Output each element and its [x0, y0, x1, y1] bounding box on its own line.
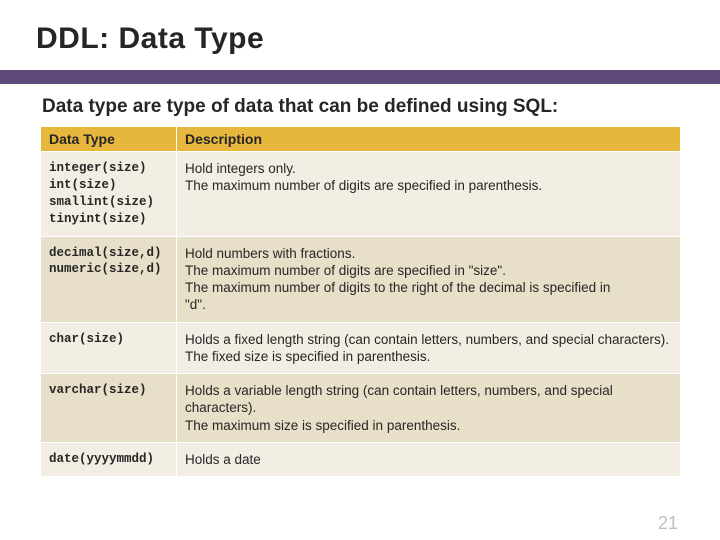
type-cell: decimal(size,d)numeric(size,d) [41, 236, 177, 322]
page-number: 21 [658, 513, 678, 534]
table-header-type: Data Type [41, 127, 177, 152]
slide-subtitle: Data type are type of data that can be d… [0, 96, 720, 126]
type-cell: varchar(size) [41, 374, 177, 443]
desc-cell: Holds a date [177, 442, 681, 476]
desc-cell: Holds a variable length string (can cont… [177, 374, 681, 443]
type-cell: char(size) [41, 322, 177, 374]
slide-title: DDL: Data Type [36, 22, 684, 56]
type-cell: integer(size)int(size)smallint(size)tiny… [41, 152, 177, 237]
desc-cell: Hold numbers with fractions.The maximum … [177, 236, 681, 322]
table-header-desc: Description [177, 127, 681, 152]
desc-cell: Hold integers only.The maximum number of… [177, 152, 681, 237]
table-row: decimal(size,d)numeric(size,d)Hold numbe… [41, 236, 681, 322]
type-cell: date(yyyymmdd) [41, 442, 177, 476]
table-row: date(yyyymmdd)Holds a date [41, 442, 681, 476]
table-row: integer(size)int(size)smallint(size)tiny… [41, 152, 681, 237]
data-type-table: Data Type Description integer(size)int(s… [40, 126, 681, 477]
table-row: char(size)Holds a fixed length string (c… [41, 322, 681, 374]
desc-cell: Holds a fixed length string (can contain… [177, 322, 681, 374]
table-row: varchar(size)Holds a variable length str… [41, 374, 681, 443]
accent-bar [0, 70, 720, 84]
